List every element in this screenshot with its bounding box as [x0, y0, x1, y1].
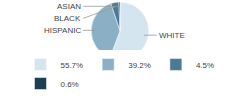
svg-text:WHITE: WHITE — [159, 31, 185, 40]
svg-text:BLACK: BLACK — [54, 14, 81, 23]
svg-text:4.5%: 4.5% — [196, 61, 214, 70]
svg-text:55.7%: 55.7% — [61, 61, 84, 70]
svg-text:ASIAN: ASIAN — [57, 2, 81, 11]
svg-text:0.6%: 0.6% — [61, 80, 79, 89]
svg-text:HISPANIC: HISPANIC — [44, 26, 81, 35]
svg-text:39.2%: 39.2% — [128, 61, 151, 70]
